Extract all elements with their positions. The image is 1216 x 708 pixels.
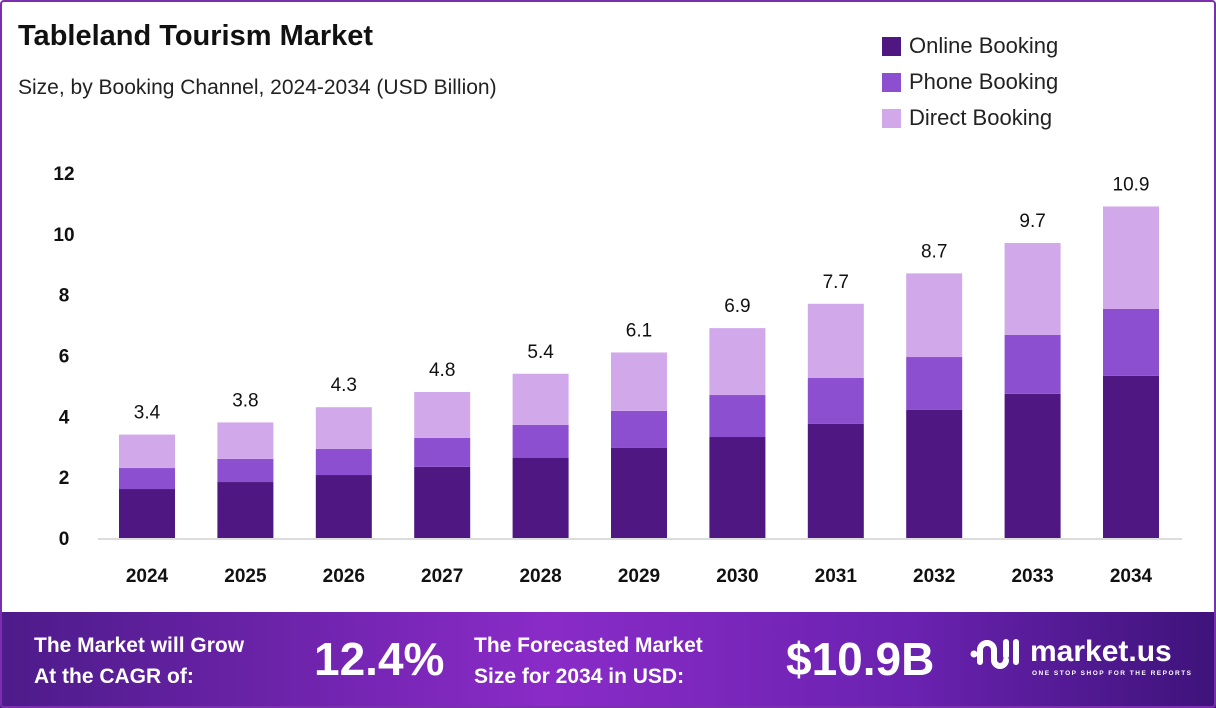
data-label-total: 6.1 bbox=[626, 320, 652, 341]
bar-segment-online-booking bbox=[315, 475, 372, 538]
y-tick-label: 2 bbox=[59, 468, 70, 489]
x-tick-label: 2026 bbox=[323, 566, 365, 587]
x-tick-label: 2034 bbox=[1110, 566, 1153, 587]
x-tick-label: 2029 bbox=[618, 566, 660, 587]
bar-segment-phone-booking bbox=[611, 410, 667, 448]
bar-segment-online-booking bbox=[611, 447, 667, 538]
logo-text: market.us bbox=[1030, 635, 1172, 668]
bar-segment-direct-booking bbox=[709, 328, 766, 396]
footer-banner: The Market will Grow At the CAGR of: 12.4… bbox=[0, 612, 1216, 708]
legend-label: Phone Booking bbox=[909, 69, 1059, 94]
bar-segment-online-booking bbox=[709, 437, 766, 538]
legend-swatch bbox=[882, 108, 901, 128]
data-label-total: 9.7 bbox=[1019, 211, 1045, 232]
bar-segment-direct-booking bbox=[1004, 242, 1061, 335]
bar-segment-online-booking bbox=[119, 489, 175, 538]
data-label-total: 4.8 bbox=[429, 360, 455, 381]
y-tick-label: 12 bbox=[53, 164, 74, 185]
legend-swatch bbox=[882, 36, 901, 56]
legend-item-direct: Direct Booking bbox=[882, 100, 1058, 136]
legend-swatch bbox=[882, 72, 901, 92]
bar-segment-phone-booking bbox=[119, 468, 175, 490]
y-tick-label: 0 bbox=[59, 529, 70, 550]
bar-segment-online-booking bbox=[414, 466, 471, 538]
data-label-total: 5.4 bbox=[527, 342, 554, 363]
legend-label: Online Booking bbox=[909, 33, 1059, 58]
x-tick-label: 2032 bbox=[913, 566, 955, 587]
legend-item-phone: Phone Booking bbox=[882, 64, 1058, 100]
bar-segment-phone-booking bbox=[1103, 308, 1159, 376]
bar-segment-online-booking bbox=[1004, 393, 1061, 538]
bar-segment-online-booking bbox=[906, 409, 963, 538]
y-tick-label: 8 bbox=[59, 286, 70, 307]
chart-title: Tableland Tourism Market bbox=[18, 20, 374, 52]
bar-segment-phone-booking bbox=[906, 357, 963, 410]
data-label-total: 3.4 bbox=[134, 403, 161, 424]
bar-segment-phone-booking bbox=[1004, 334, 1061, 394]
data-label-total: 7.7 bbox=[823, 272, 849, 293]
x-tick-label: 2028 bbox=[519, 566, 561, 587]
bar-segment-direct-booking bbox=[217, 422, 274, 459]
legend-item-online: Online Booking bbox=[882, 28, 1058, 64]
y-tick-label: 6 bbox=[59, 347, 70, 368]
x-tick-label: 2033 bbox=[1011, 566, 1053, 587]
data-label-total: 4.3 bbox=[331, 375, 357, 396]
data-label-total: 8.7 bbox=[921, 241, 947, 262]
y-tick-label: 4 bbox=[59, 407, 70, 428]
x-tick-label: 2025 bbox=[224, 566, 267, 587]
forecast-label: The Forecasted Market Size for 2034 in US… bbox=[474, 630, 703, 692]
bar-segment-phone-booking bbox=[414, 437, 471, 467]
market-us-logo: market.us bbox=[970, 632, 1172, 672]
bar-segment-phone-booking bbox=[512, 424, 569, 459]
bar-segment-direct-booking bbox=[1103, 206, 1159, 309]
bar-segment-direct-booking bbox=[119, 434, 175, 469]
bar-segment-direct-booking bbox=[906, 273, 963, 358]
bar-segment-online-booking bbox=[512, 458, 569, 538]
logo-tagline: ONE STOP SHOP FOR THE REPORTS bbox=[1032, 670, 1193, 677]
legend: Online Booking Phone Booking Direct Book… bbox=[882, 28, 1058, 136]
data-label-total: 10.9 bbox=[1113, 174, 1150, 195]
bar-segment-direct-booking bbox=[512, 373, 569, 425]
bar-segment-phone-booking bbox=[217, 458, 274, 483]
logo-icon bbox=[970, 639, 1019, 669]
cagr-label-line: At the CAGR of: bbox=[34, 665, 194, 688]
bar-segment-online-booking bbox=[807, 423, 864, 538]
forecast-label-line: The Forecasted Market bbox=[474, 634, 703, 657]
bar-segment-online-booking bbox=[217, 482, 274, 538]
data-label-total: 3.8 bbox=[232, 390, 258, 411]
x-tick-label: 2030 bbox=[716, 566, 758, 587]
bar-segment-online-booking bbox=[1103, 375, 1159, 538]
bar-segment-direct-booking bbox=[414, 392, 471, 438]
bar-segment-direct-booking bbox=[807, 303, 864, 379]
legend-label: Direct Booking bbox=[909, 105, 1053, 130]
bar-segment-phone-booking bbox=[709, 395, 766, 438]
bar-segment-direct-booking bbox=[315, 407, 372, 449]
forecast-value: $10.9B bbox=[786, 633, 935, 685]
x-tick-label: 2024 bbox=[126, 566, 169, 587]
bar-segment-phone-booking bbox=[807, 378, 864, 424]
forecast-label-line: Size for 2034 in USD: bbox=[474, 665, 685, 688]
bar-chart: 0 2 4 6 8 10 12 3.4 2024 3.8 2025 4.3 2026 4.8 2027 5.4… bbox=[53, 164, 1182, 587]
x-tick-label: 2031 bbox=[815, 566, 858, 587]
cagr-label-line: The Market will Grow bbox=[34, 634, 245, 657]
data-label-total: 6.9 bbox=[724, 296, 750, 317]
bar-segment-phone-booking bbox=[315, 448, 372, 476]
x-tick-label: 2027 bbox=[421, 566, 463, 587]
chart-subtitle: Size, by Booking Channel, 2024-2034 (USD… bbox=[18, 76, 497, 99]
bar-segment-direct-booking bbox=[611, 352, 667, 411]
cagr-value: 12.4% bbox=[314, 633, 445, 685]
cagr-label: The Market will Grow At the CAGR of: bbox=[34, 630, 244, 692]
y-tick-label: 10 bbox=[53, 225, 74, 246]
